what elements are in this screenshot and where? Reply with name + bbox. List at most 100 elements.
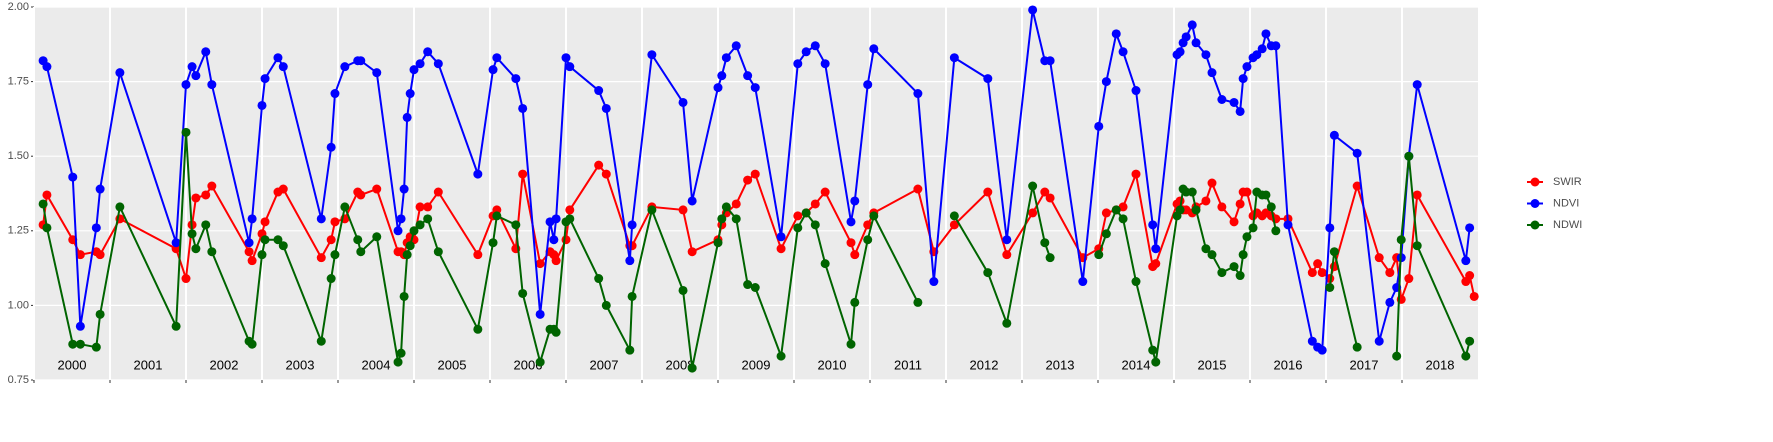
point [750, 282, 760, 292]
point [863, 235, 873, 245]
point [91, 342, 101, 352]
point [1325, 282, 1335, 292]
x-tick-label: 2011 [894, 357, 922, 372]
point [535, 259, 545, 269]
point [776, 244, 786, 254]
point [207, 181, 217, 191]
point [983, 74, 993, 84]
point [846, 217, 856, 227]
point [191, 193, 201, 203]
point [1175, 47, 1185, 57]
point [1101, 77, 1111, 87]
point [247, 339, 257, 349]
point [201, 190, 211, 200]
point [396, 214, 406, 224]
point [601, 300, 611, 310]
point [565, 205, 575, 215]
x-tick-label: 2010 [818, 357, 847, 372]
point [1191, 205, 1201, 215]
legend-marker [1530, 199, 1540, 208]
point [1118, 214, 1128, 224]
point [201, 47, 211, 57]
point [511, 220, 521, 230]
point [260, 235, 270, 245]
x-tick-label: 2003 [286, 357, 315, 372]
point [731, 199, 741, 209]
legend-marker [1530, 220, 1540, 230]
point [1002, 235, 1012, 245]
point [687, 363, 697, 373]
point [983, 187, 993, 197]
point [1101, 229, 1111, 239]
point [326, 274, 336, 284]
point [1271, 41, 1281, 51]
point [594, 86, 604, 96]
point [1412, 241, 1422, 251]
point [95, 250, 105, 260]
point [913, 297, 923, 307]
point [1374, 336, 1384, 346]
point [850, 250, 860, 260]
point [402, 250, 412, 260]
point [187, 229, 197, 239]
x-tick-label: 2009 [742, 357, 771, 372]
point [75, 250, 85, 260]
point [393, 226, 403, 236]
point [565, 214, 575, 224]
point [330, 217, 340, 227]
point [473, 324, 483, 334]
point [949, 220, 959, 230]
point [278, 62, 288, 72]
point [207, 247, 217, 257]
point [913, 89, 923, 99]
point [1040, 187, 1050, 197]
point [565, 62, 575, 72]
y-tick-label: 1.00 [8, 299, 29, 311]
point [207, 80, 217, 90]
point [415, 220, 425, 230]
point [850, 297, 860, 307]
point [409, 226, 419, 236]
point [1175, 205, 1185, 215]
point [1229, 97, 1239, 107]
point [820, 187, 830, 197]
point [492, 211, 502, 221]
point [1329, 130, 1339, 140]
point [316, 253, 326, 263]
point [1094, 250, 1104, 260]
point [1242, 187, 1252, 197]
point [1111, 29, 1121, 39]
point [1045, 253, 1055, 263]
point [731, 214, 741, 224]
point [187, 62, 197, 72]
point [1217, 268, 1227, 278]
point [535, 357, 545, 367]
point [717, 71, 727, 81]
point [743, 175, 753, 185]
point [713, 238, 723, 248]
point [273, 235, 283, 245]
point [1404, 151, 1414, 161]
point [1148, 345, 1158, 355]
point [793, 211, 803, 221]
point [396, 348, 406, 358]
point [75, 339, 85, 349]
point [717, 214, 727, 224]
point [551, 256, 561, 266]
point [353, 235, 363, 245]
point [1111, 205, 1121, 215]
point [1118, 202, 1128, 212]
point [356, 247, 366, 257]
point [743, 71, 753, 81]
point [1385, 268, 1395, 278]
point [801, 47, 811, 57]
point [1201, 244, 1211, 254]
point [549, 235, 559, 245]
x-tick-label: 2018 [1426, 357, 1455, 372]
point [1238, 250, 1248, 260]
point [1317, 268, 1327, 278]
x-tick-label: 2016 [1274, 357, 1303, 372]
point [1151, 259, 1161, 269]
point [687, 196, 697, 206]
point [601, 169, 611, 179]
